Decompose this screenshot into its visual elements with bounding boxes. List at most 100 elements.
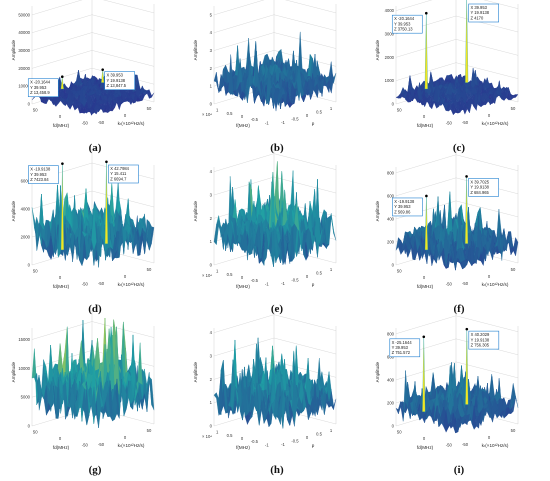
axis-exponent-label: × 10⁴ xyxy=(202,273,212,278)
datatip-line: Y 39.953 xyxy=(30,172,47,177)
z-tick-label: 40000 xyxy=(18,30,30,35)
z-axis-label: Amplitude xyxy=(193,39,198,60)
wall-gridline xyxy=(395,62,519,81)
x-tick-label: 0 xyxy=(488,274,491,279)
y-tick-label: -50 xyxy=(82,442,89,447)
panel-label: (b) xyxy=(270,142,284,154)
surface xyxy=(395,68,519,116)
x-tick-label: 0 xyxy=(488,113,491,118)
y-tick-label: -0.5 xyxy=(251,278,259,283)
z-tick-label: 4 xyxy=(210,30,213,35)
z-tick-label: 400 xyxy=(387,216,395,221)
wall-gridline xyxy=(213,0,337,16)
panel-a: 0 10000 20000 30000 40000 50000 Amplitude X -20… xyxy=(6,0,184,158)
y-tick-label: -0.5 xyxy=(251,117,259,122)
z-tick-label: 0 xyxy=(28,424,31,429)
z-axis-label: Amplitude xyxy=(11,200,16,221)
z-tick-label: 0 xyxy=(392,102,395,107)
x-axis-label: kₜ(×10¹²Hz/s) xyxy=(118,282,145,287)
axis-ticks: -1-0.500.51-1-0.500.51 xyxy=(216,267,333,287)
x-tick-label: -1 xyxy=(281,120,285,125)
datatip-line: Y 19.9138 xyxy=(470,10,489,15)
z-tick-label: 0 xyxy=(28,102,31,107)
z-axis-label: Amplitude xyxy=(375,200,380,221)
panel-g: 0 5000 10000 15000 Amplitude -50 0 50 -50 0 50 kₜ(×… xyxy=(6,310,184,480)
y-tick-label: 0.5 xyxy=(227,111,233,116)
panel-label: (d) xyxy=(88,303,102,315)
wall-gridline xyxy=(31,321,155,340)
wall-gridline xyxy=(213,32,337,51)
x-tick-label: 0 xyxy=(124,435,127,440)
x-tick-label: -50 xyxy=(98,281,105,286)
datatip-line: Z 6694.7 xyxy=(110,176,127,181)
x-tick-label: 0 xyxy=(306,274,309,279)
datatip-marker[interactable] xyxy=(60,75,64,79)
wall-gridline xyxy=(213,153,337,172)
z-tick-label: 2000 xyxy=(21,235,31,240)
panel-label: (e) xyxy=(270,303,284,315)
x-tick-label: 0 xyxy=(306,113,309,118)
y-tick-label: 50 xyxy=(33,108,38,113)
z-tick-label: 1 xyxy=(210,239,213,244)
x-tick-label: 0.5 xyxy=(316,270,322,275)
surface-cell xyxy=(91,208,97,251)
datatip-line: Z 569.86 xyxy=(394,209,411,214)
x-tick-label: 50 xyxy=(147,428,152,433)
datatip-marker[interactable] xyxy=(424,11,428,15)
z-tick-label: 2 xyxy=(210,216,213,221)
datatip-marker[interactable] xyxy=(101,68,104,71)
y-axis-label: f(MHz) xyxy=(236,123,250,128)
surface-cell xyxy=(455,249,461,263)
peak-spike xyxy=(465,0,469,83)
y-tick-label: 50 xyxy=(397,108,402,113)
wall-gridline xyxy=(395,39,519,58)
datatip-line: Z 13,847.5 xyxy=(106,83,126,88)
datatip-marker[interactable] xyxy=(105,160,108,164)
datatip-line: Y 19.9138 xyxy=(470,185,489,190)
x-tick-label: 50 xyxy=(511,267,516,272)
z-tick-label: 50000 xyxy=(18,12,30,17)
x-axis-label: kₜ(×10¹²Hz/s) xyxy=(482,121,509,126)
peak-spike xyxy=(424,195,428,251)
x-tick-label: 50 xyxy=(147,106,152,111)
peak-spike xyxy=(60,163,64,251)
z-tick-label: 3 xyxy=(210,193,213,198)
y-tick-label: 1 xyxy=(216,269,219,274)
surface-cell xyxy=(455,108,461,114)
datatip-marker[interactable] xyxy=(61,162,64,165)
datatip-marker[interactable] xyxy=(425,194,428,198)
datatip-marker[interactable] xyxy=(465,175,468,178)
datatip-box xyxy=(27,78,59,98)
wall-gridline xyxy=(31,0,155,16)
surface-cell xyxy=(91,109,97,115)
y-tick-label: 0 xyxy=(423,275,426,280)
z-tick-label: 6000 xyxy=(21,179,31,184)
z-tick-label: 10000 xyxy=(18,84,30,89)
datatip-line: Y 39.953 xyxy=(30,85,47,90)
x-tick-label: 50 xyxy=(147,267,152,272)
y-tick-label: 0 xyxy=(241,275,244,280)
peak-spike xyxy=(424,13,428,90)
wall-gridline xyxy=(31,190,155,210)
x-tick-label: -50 xyxy=(98,120,105,125)
datatip-box xyxy=(468,178,499,197)
datatip-line: X 39.7025 xyxy=(470,179,489,184)
surface-cell xyxy=(91,386,97,418)
y-tick-label: 0 xyxy=(59,436,62,441)
panel-label: (c) xyxy=(452,142,466,154)
datatip-box xyxy=(108,164,139,184)
z-tick-label: 0 xyxy=(210,424,213,429)
datatip-line: Z 3750.13 xyxy=(394,27,413,32)
surface xyxy=(395,191,519,271)
surface-cell xyxy=(513,237,519,257)
z-tick-label: 0 xyxy=(210,102,213,107)
x-axis-label: p xyxy=(312,121,315,126)
